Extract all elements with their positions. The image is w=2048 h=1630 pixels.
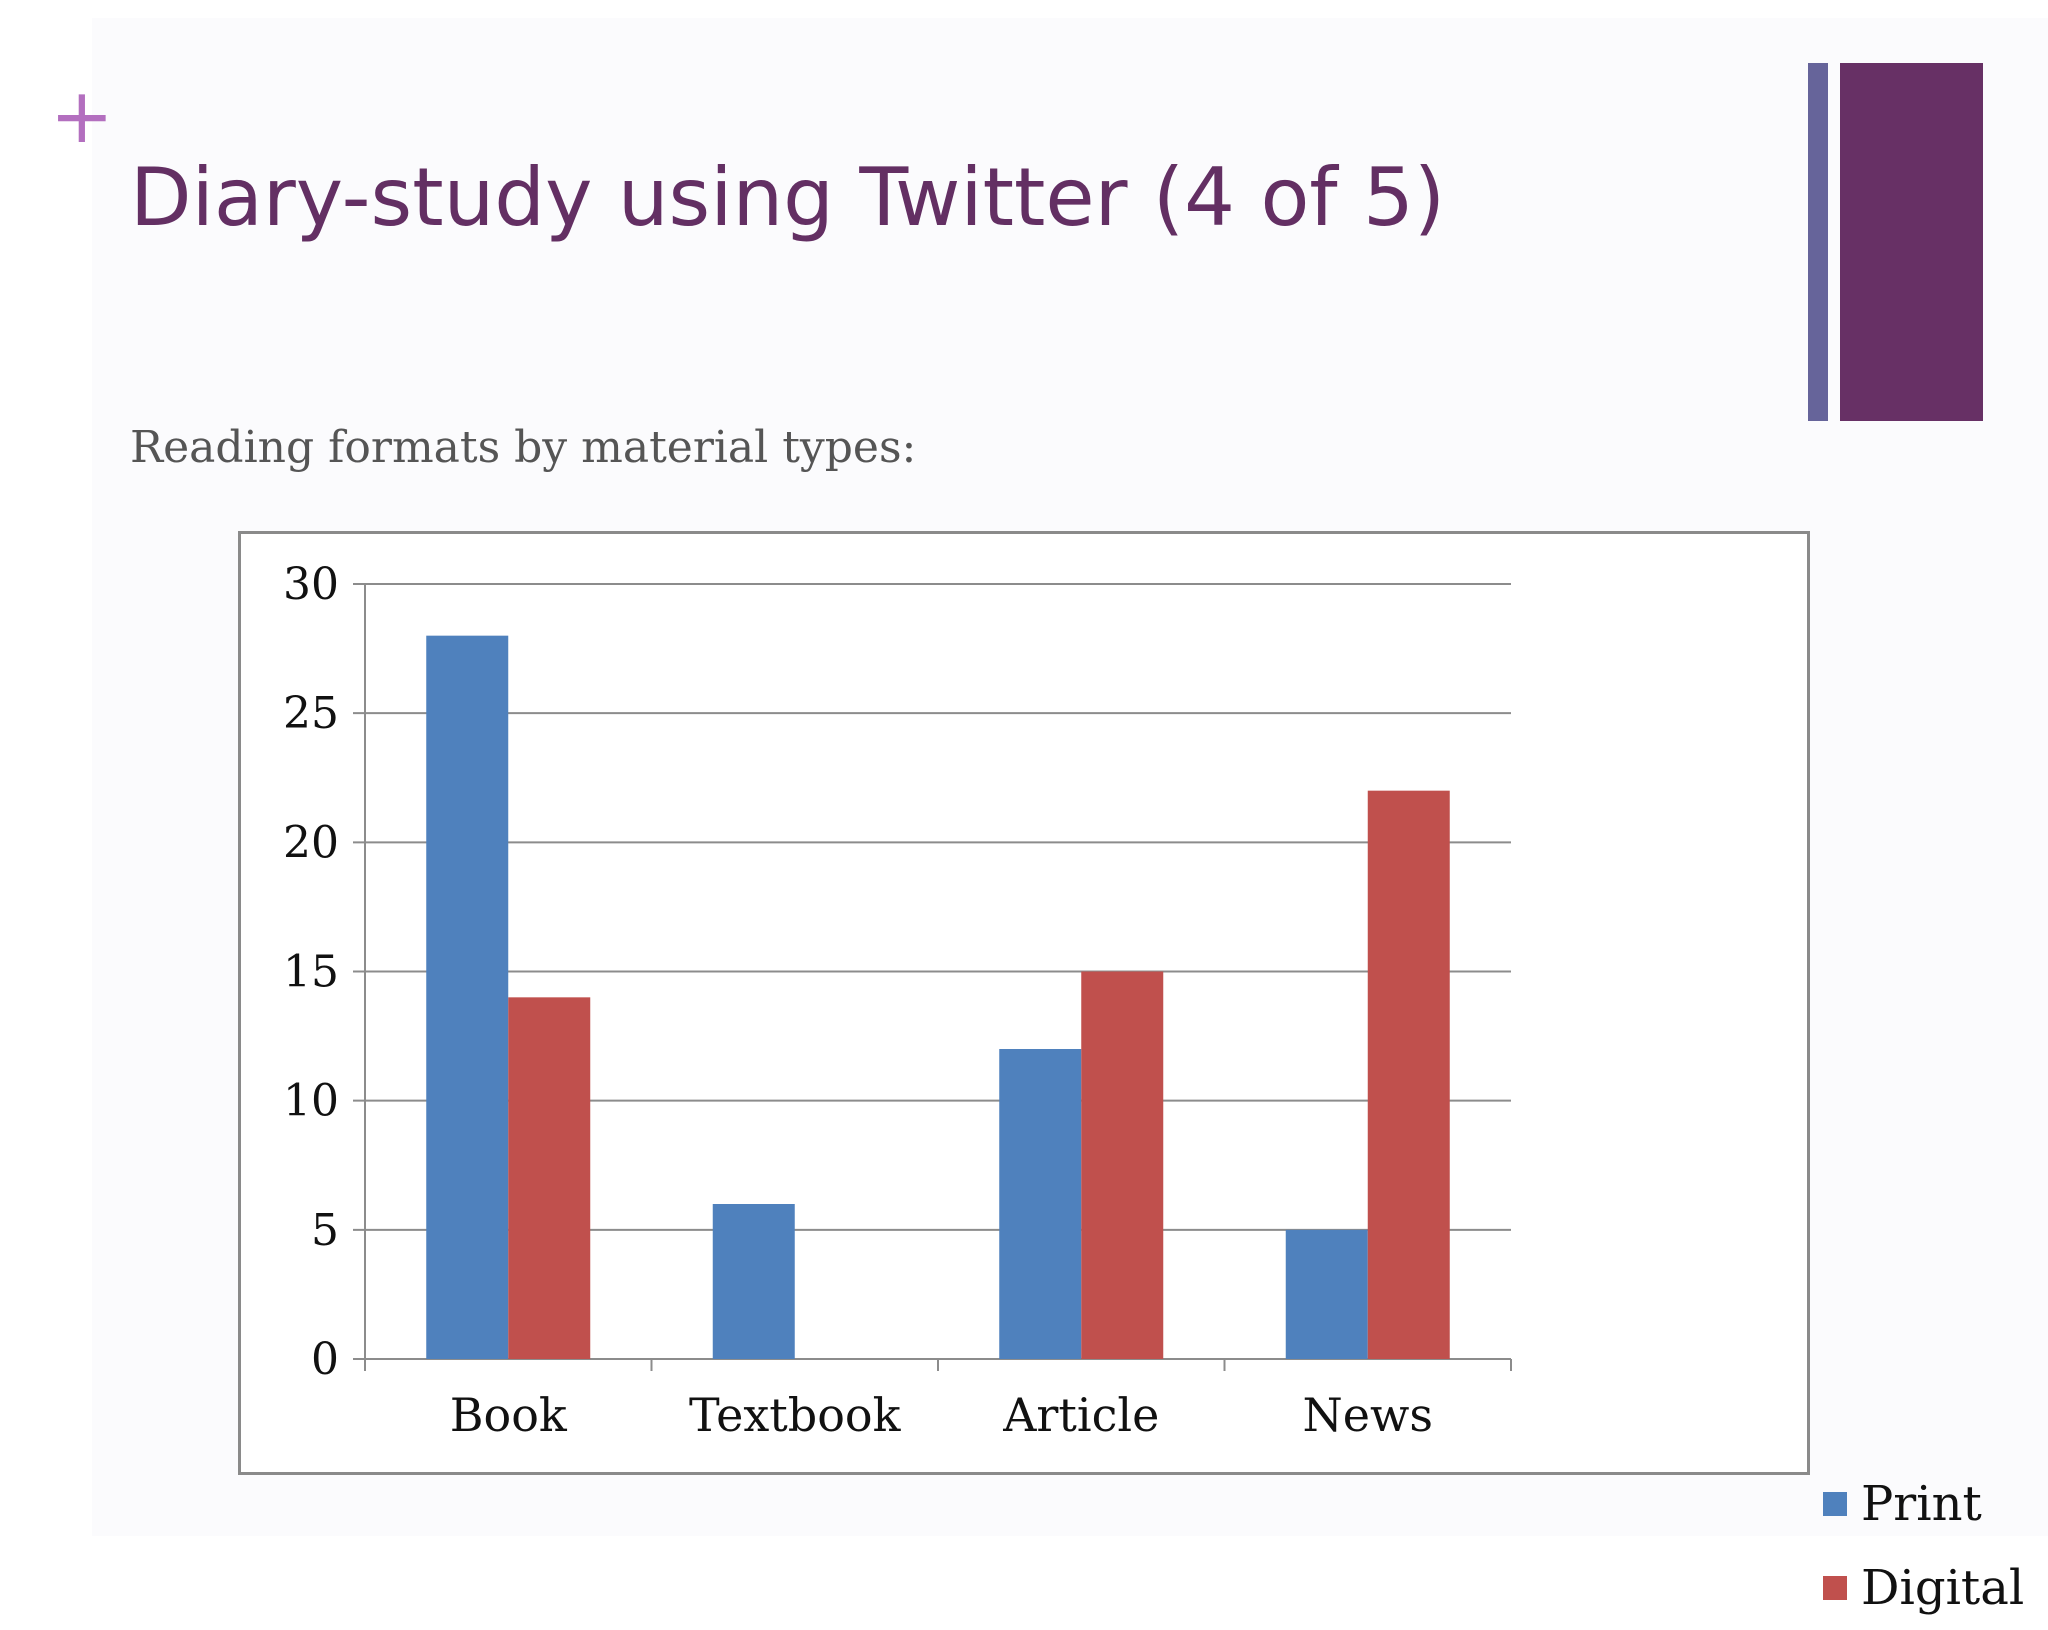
bar-print-news [1285,1229,1368,1359]
bar-digital-book [508,997,591,1359]
decorative-bar-thin [1808,63,1828,421]
legend-swatch [1823,1576,1847,1600]
bar-print-article [999,1049,1082,1359]
slide-subtitle: Reading formats by material types: [130,422,917,473]
legend-item-print: Print [1823,1462,2024,1546]
bar-digital-news [1367,790,1450,1359]
x-category-label: News [1303,1388,1433,1442]
chart-legend: Print Digital [1823,1462,2024,1630]
legend-swatch [1823,1492,1847,1516]
chart-canvas: 0 5 10 15 20 25 30 Book Textbook Article News [283,559,1512,1442]
y-tick-label: 10 [283,1076,339,1127]
decorative-bar-thick [1840,63,1983,421]
bar-digital-article [1081,971,1164,1359]
y-tick-label: 0 [311,1334,339,1385]
y-tick-label: 25 [283,688,339,739]
slide-title: Diary-study using Twitter (4 of 5) [130,151,1446,244]
legend-item-digital: Digital [1823,1546,2024,1630]
x-category-label: Article [1002,1388,1159,1442]
bar-chart: 0 5 10 15 20 25 30 Book Textbook Article News Prin… [238,531,2024,1616]
bar-print-book [426,635,509,1359]
bar-print-textbook [712,1204,795,1359]
plus-icon: + [50,71,114,160]
legend-label: Digital [1861,1560,2025,1616]
legend-label: Print [1861,1476,1982,1532]
y-tick-label: 5 [311,1205,339,1256]
y-tick-label: 30 [283,559,339,610]
x-category-label: Textbook [689,1388,902,1442]
y-tick-label: 20 [283,817,339,868]
y-tick-label: 15 [283,947,339,998]
x-category-label: Book [450,1388,568,1442]
